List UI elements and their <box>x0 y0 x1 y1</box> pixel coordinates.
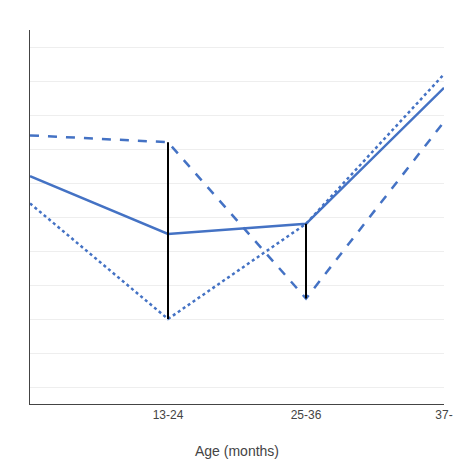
svg-text:13-24: 13-24 <box>153 408 184 422</box>
svg-text:25-36: 25-36 <box>291 408 322 422</box>
svg-text:37-: 37- <box>435 408 452 422</box>
svg-text:Age (months): Age (months) <box>195 443 279 459</box>
